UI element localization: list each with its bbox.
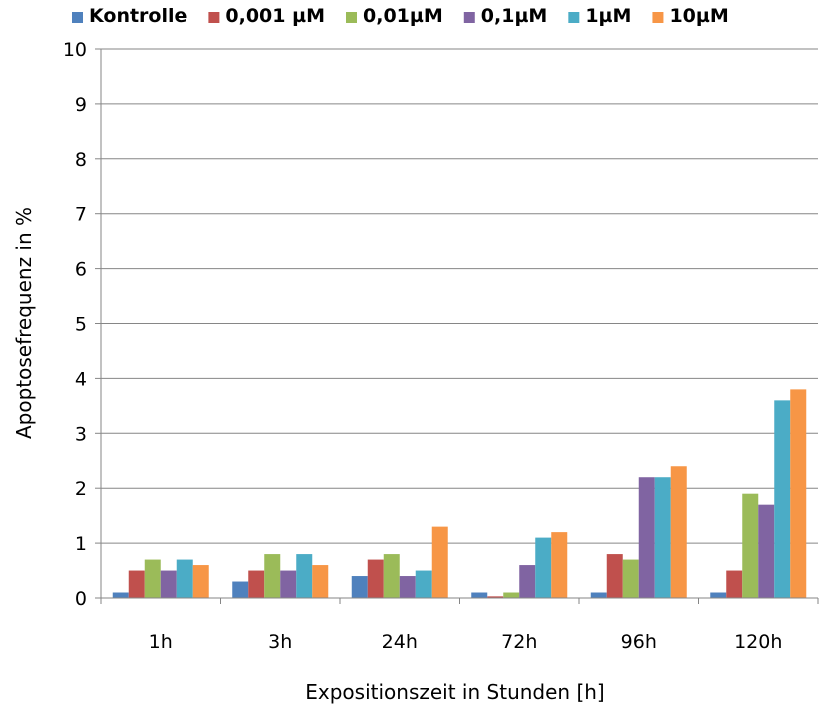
y-axis-title: Apoptosefrequenz in % xyxy=(12,207,36,439)
bar xyxy=(590,592,607,598)
legend-swatch xyxy=(208,12,220,23)
bar xyxy=(176,559,193,598)
x-tick-label: 24h xyxy=(382,631,418,653)
gridlines xyxy=(95,48,818,599)
bar xyxy=(415,570,432,598)
legend-label: 10µM xyxy=(669,5,728,27)
legend-label: 1µM xyxy=(585,5,631,27)
legend-swatch xyxy=(346,12,357,23)
bar xyxy=(232,581,249,598)
y-tick-label: 0 xyxy=(75,588,87,610)
legend-swatch xyxy=(652,12,664,23)
x-tick-label: 96h xyxy=(621,631,657,653)
y-tick-label: 5 xyxy=(75,314,87,336)
x-axis-title: Expositionszeit in Stunden [h] xyxy=(305,680,604,704)
y-tick-label: 4 xyxy=(75,368,87,390)
legend-item: Kontrolle xyxy=(72,5,187,27)
bar xyxy=(248,570,265,598)
bar xyxy=(144,559,161,598)
legend-label: 0,001 µM xyxy=(225,5,325,27)
bar xyxy=(654,477,671,598)
bar xyxy=(606,554,623,598)
y-tick-label: 7 xyxy=(75,204,87,226)
legend-item: 0,001 µM xyxy=(208,5,325,27)
legend-item: 0,01µM xyxy=(346,5,443,27)
y-tick-label: 6 xyxy=(75,259,87,281)
y-tick-label: 9 xyxy=(75,94,87,116)
bar xyxy=(431,526,448,598)
bar xyxy=(503,592,520,598)
legend-item: 1µM xyxy=(568,5,631,27)
legend-item: 0,1µM xyxy=(463,5,548,27)
bar xyxy=(296,554,313,598)
legend-label: 0,1µM xyxy=(481,5,548,27)
bars xyxy=(112,389,807,598)
x-tick-label: 72h xyxy=(501,631,537,653)
bar xyxy=(551,532,568,598)
bar xyxy=(383,554,400,598)
bar xyxy=(726,570,743,598)
bar xyxy=(519,565,536,598)
x-tick-label: 120h xyxy=(734,631,782,653)
bar xyxy=(312,565,329,598)
y-tick-label: 8 xyxy=(75,149,87,171)
bar xyxy=(128,570,145,598)
bar xyxy=(622,559,639,598)
legend: Kontrolle 0,001 µM 0,01µM 0,1µM 1µM 10µM xyxy=(72,5,729,27)
legend-swatch xyxy=(568,12,580,23)
y-tick-labels: 0 1 2 3 4 5 6 7 8 9 10 xyxy=(63,39,87,610)
bar xyxy=(710,592,727,598)
y-tick-label: 1 xyxy=(75,533,87,555)
bar xyxy=(112,592,129,598)
y-tick-label: 10 xyxy=(63,39,87,61)
bar xyxy=(535,537,552,598)
bar xyxy=(264,554,281,598)
bar xyxy=(638,477,655,598)
legend-swatch xyxy=(463,12,475,23)
bar xyxy=(192,565,209,598)
bar xyxy=(758,504,775,598)
x-tick-labels: 1h 3h 24h 72h 96h 120h xyxy=(149,631,783,653)
bar xyxy=(487,596,504,598)
legend-swatch xyxy=(72,12,83,23)
bar xyxy=(367,559,384,598)
legend-item: 10µM xyxy=(652,5,729,27)
legend-label: 0,01µM xyxy=(363,5,443,27)
bar xyxy=(742,493,759,598)
bar xyxy=(351,576,368,598)
x-tick-label: 1h xyxy=(149,631,173,653)
bar xyxy=(160,570,177,598)
y-tick-label: 3 xyxy=(75,423,87,445)
bar xyxy=(471,592,488,598)
axes xyxy=(100,49,819,604)
x-tick-label: 3h xyxy=(268,631,292,653)
bar xyxy=(399,576,416,598)
bar xyxy=(790,389,807,598)
y-tick-label: 2 xyxy=(75,478,87,500)
legend-label: Kontrolle xyxy=(89,5,187,27)
bar xyxy=(774,400,791,598)
bar xyxy=(280,570,297,598)
bar xyxy=(670,466,687,598)
